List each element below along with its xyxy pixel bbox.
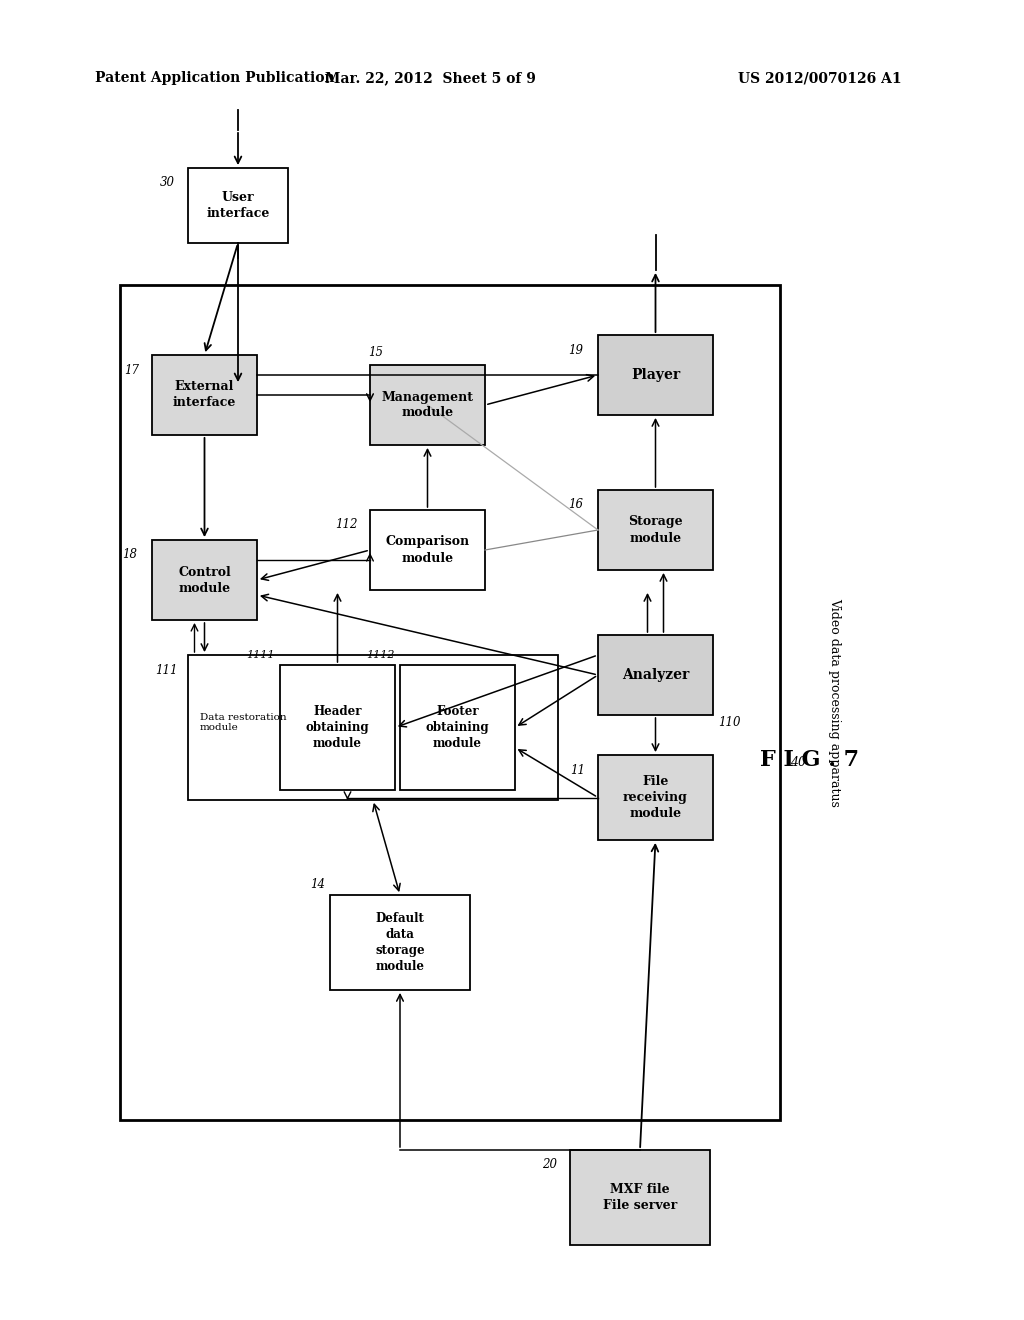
Text: Management
module: Management module (382, 391, 473, 420)
Bar (370, 510, 485, 590)
Text: 30: 30 (160, 177, 175, 190)
Bar (400, 665, 515, 789)
Text: File
receiving
module: File receiving module (623, 775, 688, 820)
Bar (152, 540, 257, 620)
Text: 1112: 1112 (367, 649, 395, 660)
Text: F I G . 7: F I G . 7 (761, 748, 859, 771)
Bar (570, 1150, 710, 1245)
Text: Player: Player (631, 368, 680, 381)
Text: Control
module: Control module (178, 565, 230, 594)
Bar (188, 655, 558, 800)
Text: 17: 17 (124, 363, 139, 376)
Bar (280, 665, 395, 789)
Text: Video data processing apparatus: Video data processing apparatus (828, 598, 842, 807)
Text: Comparison
module: Comparison module (385, 536, 470, 565)
Text: 15: 15 (368, 346, 383, 359)
Text: 16: 16 (568, 499, 583, 511)
Text: External
interface: External interface (173, 380, 237, 409)
Text: 11: 11 (570, 763, 585, 776)
Text: User
interface: User interface (206, 191, 269, 220)
Text: 111: 111 (156, 664, 178, 676)
Text: Analyzer: Analyzer (622, 668, 689, 682)
Text: Storage
module: Storage module (628, 516, 683, 544)
Text: 14: 14 (310, 879, 325, 891)
Text: 1111: 1111 (247, 649, 275, 660)
Text: Mar. 22, 2012  Sheet 5 of 9: Mar. 22, 2012 Sheet 5 of 9 (325, 71, 536, 84)
Text: 40: 40 (790, 756, 806, 770)
Text: Footer
obtaining
module: Footer obtaining module (426, 705, 489, 750)
Bar (598, 755, 713, 840)
Text: 112: 112 (335, 519, 357, 532)
Bar (598, 490, 713, 570)
Text: 18: 18 (122, 549, 137, 561)
Text: Data restoration
module: Data restoration module (200, 713, 287, 733)
Text: US 2012/0070126 A1: US 2012/0070126 A1 (738, 71, 902, 84)
Bar (370, 366, 485, 445)
Bar (152, 355, 257, 436)
Bar (330, 895, 470, 990)
Text: MXF file
File server: MXF file File server (603, 1183, 677, 1212)
Text: 20: 20 (542, 1159, 557, 1172)
Text: 19: 19 (568, 343, 583, 356)
Bar (188, 168, 288, 243)
Text: Patent Application Publication: Patent Application Publication (95, 71, 335, 84)
Bar (598, 635, 713, 715)
Text: Default
data
storage
module: Default data storage module (375, 912, 425, 973)
Text: Header
obtaining
module: Header obtaining module (306, 705, 370, 750)
Bar (120, 285, 780, 1119)
Bar (598, 335, 713, 414)
Text: 110: 110 (718, 717, 740, 730)
